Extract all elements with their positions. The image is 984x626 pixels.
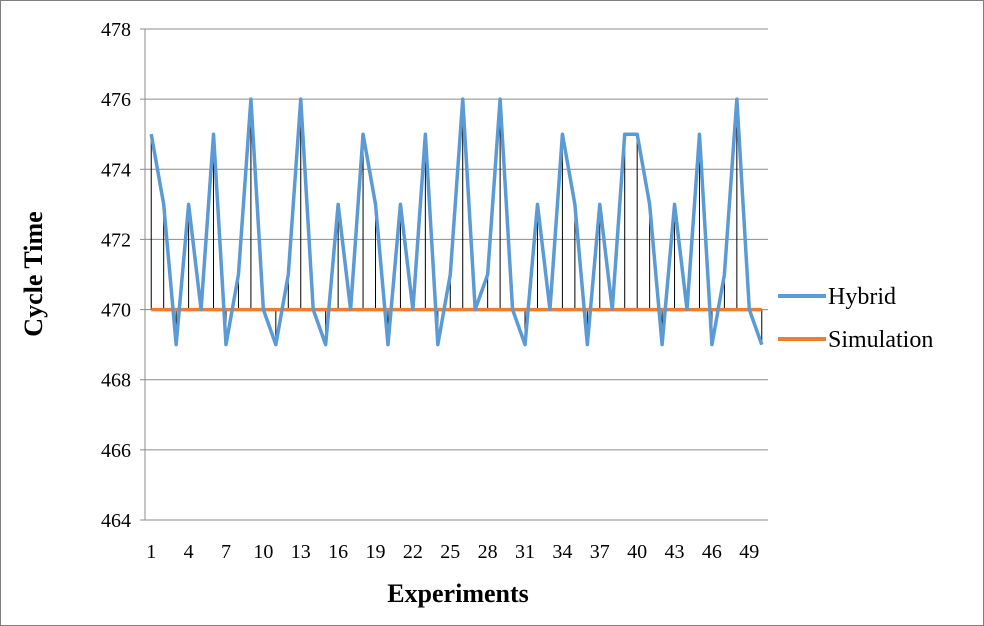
series-line-hybrid: [149, 97, 764, 347]
x-tick-label: 7: [221, 541, 231, 563]
x-tick-label: 1: [146, 541, 156, 563]
axes: [144, 29, 768, 521]
legend-label-simulation: Simulation: [828, 327, 933, 353]
y-axis-title: Cycle Time: [19, 211, 48, 336]
x-axis-title: Experiments: [387, 579, 529, 608]
x-tick-label: 10: [253, 541, 273, 563]
legend: Hybrid Simulation: [778, 284, 933, 353]
x-tick-label: 34: [552, 541, 572, 563]
x-tick-label: 28: [478, 541, 498, 563]
x-tick-label: 31: [515, 541, 535, 563]
x-tick-label: 49: [739, 541, 759, 563]
x-tick-label: 22: [403, 541, 423, 563]
x-tick-label: 25: [440, 541, 460, 563]
y-tick-label: 466: [101, 440, 131, 462]
y-tick-label: 468: [101, 370, 131, 392]
x-tick-label: 37: [590, 541, 610, 563]
x-tick-label: 19: [366, 541, 386, 563]
x-tick-label: 40: [627, 541, 647, 563]
y-tick-label: 474: [101, 159, 131, 181]
y-tick-label: 472: [101, 229, 131, 251]
y-tick-labels: 464 466 468 470 472 474 476 478: [101, 19, 131, 532]
y-tick-label: 470: [101, 300, 131, 322]
x-tick-label: 16: [328, 541, 348, 563]
gridlines: [140, 28, 768, 521]
legend-label-hybrid: Hybrid: [828, 284, 896, 310]
x-tick-label: 13: [291, 541, 311, 563]
series-lines: [149, 97, 764, 347]
y-tick-label: 476: [101, 89, 131, 111]
y-tick-label: 464: [101, 510, 131, 532]
y-tick-label: 478: [101, 19, 131, 41]
x-tick-label: 4: [184, 541, 194, 563]
x-tick-label: 43: [665, 541, 685, 563]
x-tick-label: 46: [702, 541, 722, 563]
x-tick-labels: 1 4 7 10 13 16 19 22 25 28 31 34 37 40 43 46 49: [146, 541, 759, 563]
